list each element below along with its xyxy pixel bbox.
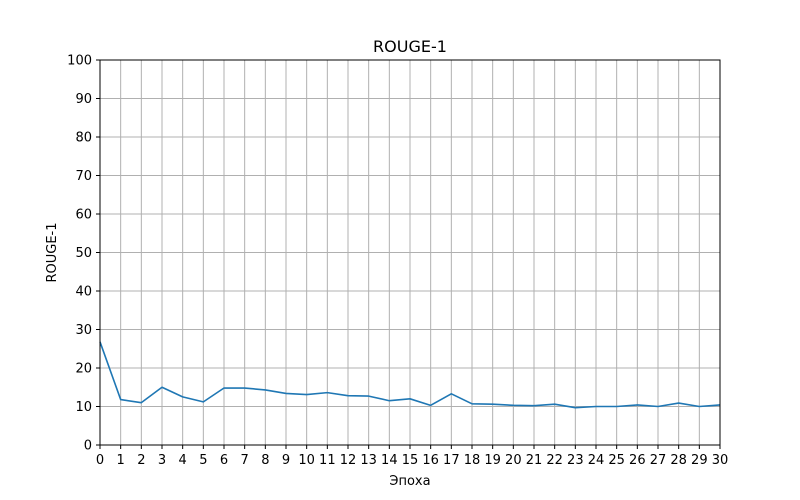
y-axis: 0 10 20 30 40 50 60 70 80 90 100: [67, 54, 100, 454]
x-tick-label: 2: [137, 453, 145, 468]
y-tick-label: 100: [67, 54, 92, 69]
y-tick-label: 40: [75, 285, 92, 300]
x-tick-label: 6: [220, 453, 228, 468]
x-tick-label: 29: [691, 453, 708, 468]
x-tick-label: 19: [484, 453, 501, 468]
x-tick-label: 12: [340, 453, 357, 468]
y-tick-label: 80: [75, 131, 92, 146]
y-tick-label: 20: [75, 362, 92, 377]
x-tick-label: 13: [360, 453, 377, 468]
x-tick-label: 9: [282, 453, 290, 468]
x-tick-label: 3: [158, 453, 166, 468]
x-tick-label: 21: [526, 453, 543, 468]
x-tick-label: 0: [96, 453, 104, 468]
x-tick-label: 8: [261, 453, 269, 468]
x-tick-label: 28: [670, 453, 687, 468]
x-tick-label: 16: [422, 453, 439, 468]
y-tick-label: 10: [75, 400, 92, 415]
x-tick-label: 17: [443, 453, 460, 468]
x-tick-label: 14: [381, 453, 398, 468]
x-tick-label: 7: [241, 453, 249, 468]
y-tick-label: 70: [75, 169, 92, 184]
y-axis-label: ROUGE-1: [45, 222, 60, 282]
y-tick-label: 0: [84, 439, 92, 454]
y-tick-label: 60: [75, 208, 92, 223]
x-tick-label: 10: [298, 453, 315, 468]
x-tick-label: 4: [179, 453, 187, 468]
x-tick-label: 22: [546, 453, 563, 468]
x-tick-label: 25: [608, 453, 625, 468]
x-tick-label: 5: [199, 453, 207, 468]
x-tick-label: 24: [588, 453, 605, 468]
x-axis: 0 1 2 3 4 5 6 7 8 9 10 11 12 13 14 15 16 17 18 19 20 21 22 23 24…: [96, 445, 728, 468]
series-layer: [99, 341, 721, 409]
x-tick-label: 27: [650, 453, 667, 468]
y-tick-label: 90: [75, 92, 92, 107]
x-tick-label: 1: [117, 453, 125, 468]
x-tick-label: 15: [402, 453, 419, 468]
series-line-rouge1: [99, 341, 721, 409]
x-tick-label: 26: [629, 453, 646, 468]
x-tick-label: 30: [712, 453, 729, 468]
x-tick-label: 20: [505, 453, 522, 468]
x-tick-label: 23: [567, 453, 584, 468]
y-tick-label: 50: [75, 246, 92, 261]
x-tick-label: 11: [319, 453, 336, 468]
chart-title: ROUGE-1: [373, 37, 447, 56]
x-axis-label: Эпоха: [389, 474, 430, 489]
grid: [99, 59, 721, 446]
y-tick-label: 30: [75, 323, 92, 338]
x-tick-label: 18: [464, 453, 481, 468]
